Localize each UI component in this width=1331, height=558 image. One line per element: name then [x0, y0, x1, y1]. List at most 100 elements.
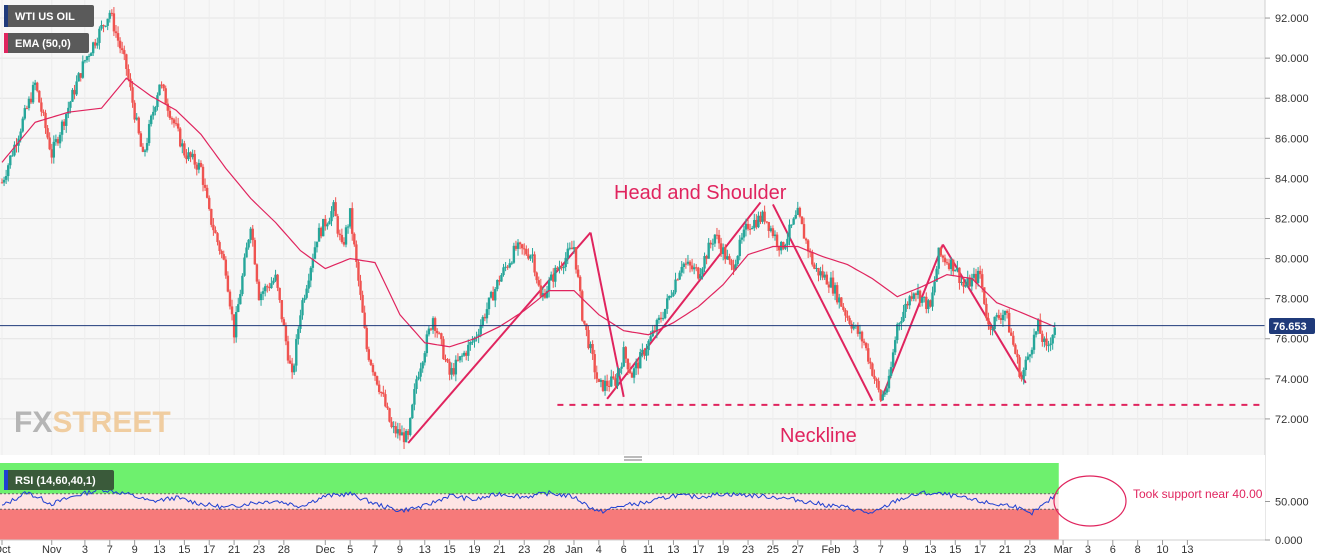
candle-body [889, 367, 893, 376]
candle-body [351, 208, 354, 234]
candle-body [974, 273, 978, 283]
candle-body [666, 298, 669, 309]
time-tick-label: 13 [153, 544, 165, 556]
candle-body [614, 378, 617, 386]
candle-body [568, 247, 572, 249]
candle-body [448, 361, 451, 375]
candle-body [158, 84, 161, 96]
candle-body [904, 303, 907, 312]
candle-body [444, 359, 447, 361]
candle-body [334, 202, 337, 217]
candle-body [692, 267, 696, 270]
time-tick-label: 21 [999, 544, 1011, 556]
candle-body [502, 267, 505, 276]
time-tick-label: 13 [419, 544, 431, 556]
candle-body [846, 315, 849, 318]
candle-body [906, 303, 909, 306]
candle-body [239, 294, 242, 305]
candle-body [411, 404, 414, 419]
candle-body [597, 378, 601, 382]
candle-body [477, 334, 480, 337]
candle-body [313, 247, 317, 259]
candle-body [419, 368, 422, 377]
candle-body [361, 294, 364, 313]
candle-body [220, 250, 223, 255]
rsi-label-box[interactable] [4, 470, 114, 490]
trendline [589, 232, 625, 398]
candle-body [431, 318, 435, 330]
candle-body [363, 312, 366, 328]
candle-body [881, 394, 884, 401]
candle-body [214, 230, 217, 234]
candle-body [369, 359, 373, 365]
candle-body [216, 233, 219, 243]
candle-body [570, 247, 574, 250]
candle-body [823, 274, 826, 278]
candle-body [566, 248, 569, 258]
candle-body [1007, 312, 1011, 333]
candle-body [765, 221, 768, 223]
candle-body [263, 286, 267, 292]
candle-body [201, 166, 205, 185]
candle-body [226, 275, 230, 292]
instrument-label-box[interactable] [4, 5, 94, 27]
candle-body [634, 362, 638, 369]
candle-body [508, 263, 511, 268]
time-tick-label: 5 [347, 544, 353, 556]
candle-body [446, 359, 449, 362]
candle-body [562, 267, 565, 269]
candle-body [409, 418, 412, 435]
candle-body [365, 327, 368, 350]
candle-body [572, 247, 576, 250]
candle-body [27, 98, 31, 109]
candle-body [782, 241, 785, 249]
candle-body [732, 265, 735, 270]
price-tick-label: 80.000 [1275, 254, 1309, 266]
candle-body [802, 224, 806, 239]
candle-body [456, 359, 460, 361]
candle-body [943, 257, 947, 263]
candle-body [690, 265, 694, 270]
candle-body [42, 111, 45, 113]
time-tick-label: Dec [316, 544, 336, 556]
candle-body [348, 208, 352, 227]
time-tick-label: 13 [1181, 544, 1193, 556]
time-tick-label: 7 [878, 544, 884, 556]
candle-body [1039, 319, 1042, 334]
candle-body [560, 266, 563, 269]
candle-body [307, 280, 310, 289]
time-tick-label: 4 [596, 544, 602, 556]
rsi-tick-label: 50.000 [1275, 497, 1309, 509]
price-tick-label: 76.000 [1275, 334, 1309, 346]
panel-divider[interactable] [0, 455, 1265, 463]
time-tick-label: 28 [278, 544, 290, 556]
candle-body [427, 328, 431, 335]
candle-body [382, 392, 385, 395]
time-tick-label: 13 [667, 544, 679, 556]
candle-body [127, 68, 130, 79]
time-tick-label: 11 [643, 544, 654, 556]
candle-body [224, 259, 228, 276]
candle-body [856, 325, 860, 334]
candle-body [67, 107, 70, 114]
ema-label-box[interactable] [4, 33, 89, 53]
candle-body [442, 339, 445, 360]
candle-body [995, 315, 998, 317]
candle-body [69, 101, 72, 108]
candle-body [684, 263, 688, 265]
candle-body [96, 42, 99, 46]
candle-body [769, 228, 773, 231]
candle-body [653, 330, 656, 332]
time-tick-label: 6 [1110, 544, 1116, 556]
candle-body [593, 354, 596, 373]
candle-body [703, 256, 706, 269]
candle-body [295, 339, 298, 366]
candle-body [276, 274, 279, 288]
candle-body [724, 247, 727, 260]
candle-body [91, 42, 95, 54]
price-panel-background [0, 0, 1265, 455]
time-tick-label: 17 [203, 544, 215, 556]
candle-body [218, 242, 221, 251]
candle-body [622, 347, 625, 367]
candle-body [788, 224, 791, 239]
